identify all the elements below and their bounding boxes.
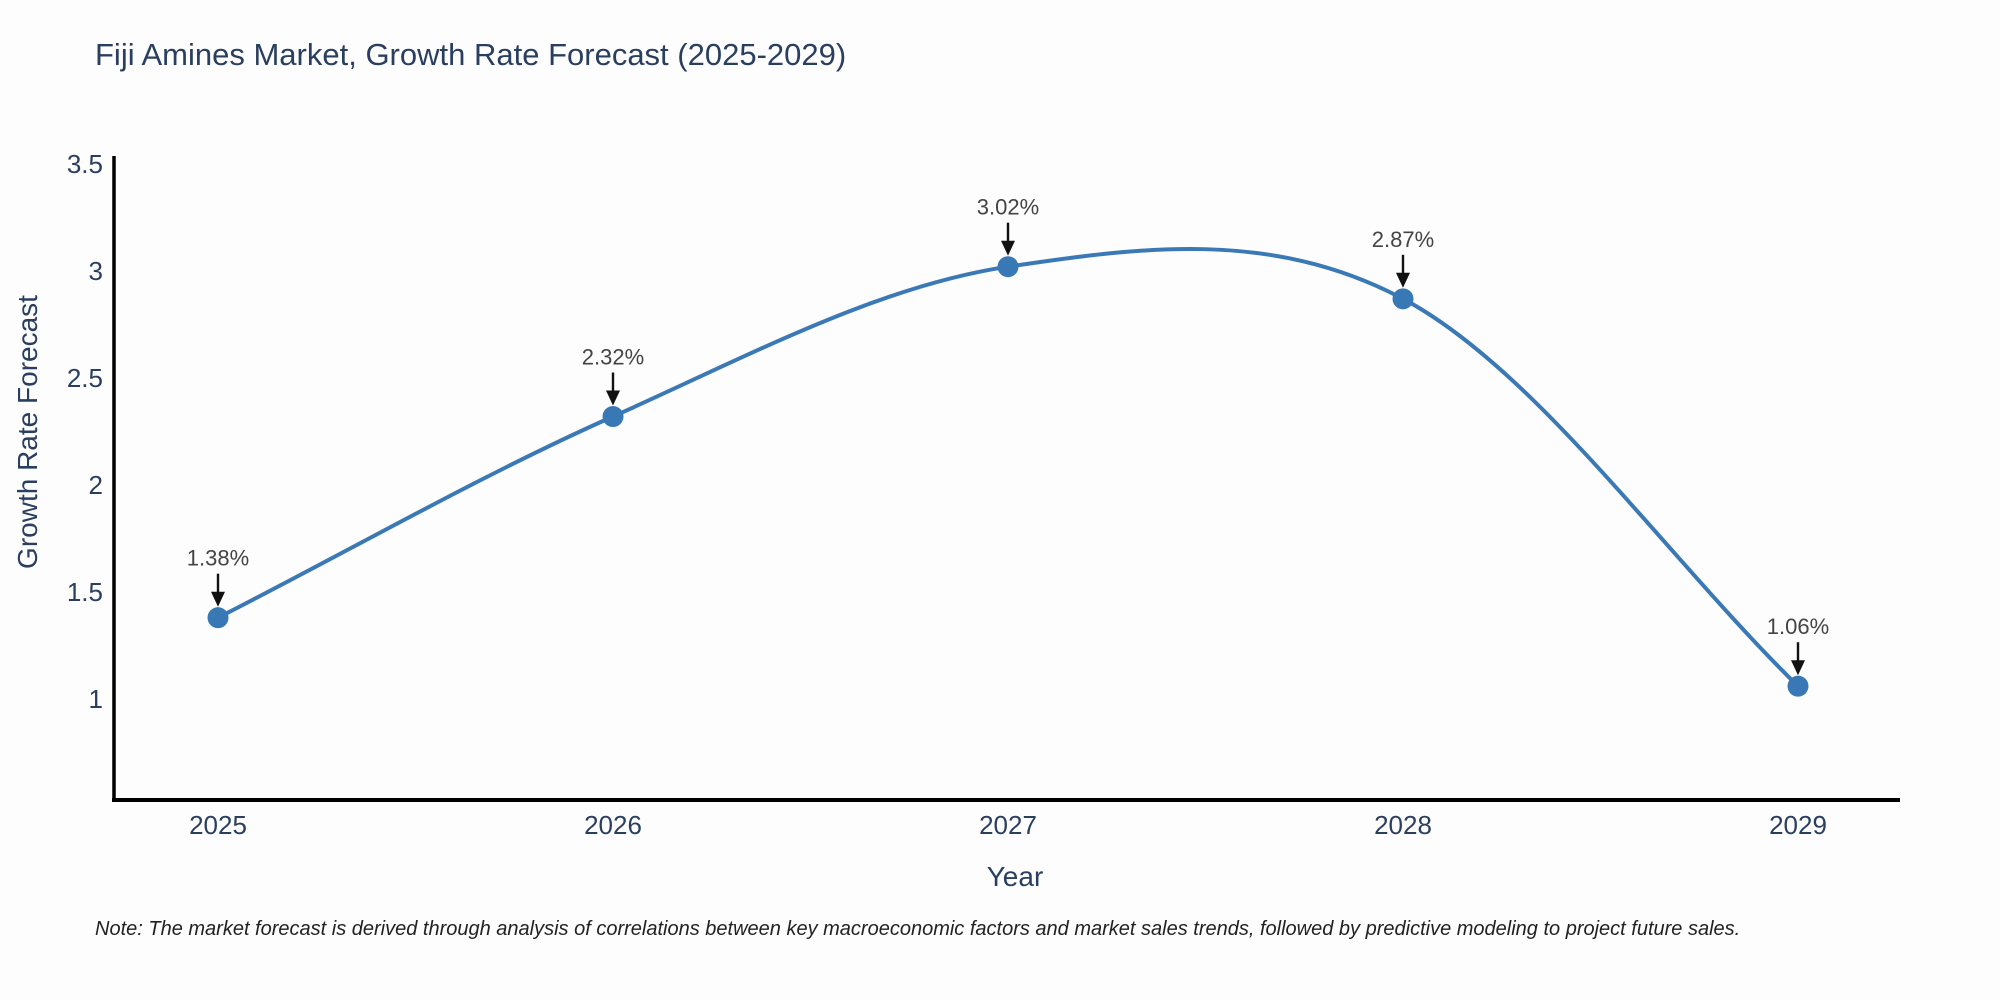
data-point-marker	[997, 256, 1019, 278]
x-tick-label: 2028	[1374, 810, 1432, 840]
annotation-arrowhead	[1791, 660, 1805, 676]
annotation-arrowhead	[1396, 272, 1410, 288]
x-tick-label: 2027	[979, 810, 1037, 840]
x-tick-label: 2025	[189, 810, 247, 840]
y-tick-label: 1.5	[67, 577, 103, 607]
data-point-marker	[207, 607, 229, 629]
y-tick-label: 2.5	[67, 363, 103, 393]
x-axis-title: Year	[986, 861, 1044, 892]
data-point-marker	[1392, 288, 1414, 310]
x-tick-label: 2026	[584, 810, 642, 840]
annotation-label: 3.02%	[977, 195, 1039, 220]
annotation-arrowhead	[211, 591, 225, 607]
y-tick-label: 3	[89, 256, 103, 286]
annotation-label: 2.32%	[582, 345, 644, 370]
y-tick-label: 3.5	[67, 149, 103, 179]
data-point-marker	[602, 406, 624, 428]
x-tick-label: 2029	[1769, 810, 1827, 840]
annotation-arrowhead	[1001, 240, 1015, 256]
chart-title: Fiji Amines Market, Growth Rate Forecast…	[95, 37, 847, 72]
footnote: Note: The market forecast is derived thr…	[95, 918, 1741, 940]
annotation-label: 1.06%	[1767, 614, 1829, 639]
annotation-label: 1.38%	[187, 546, 249, 571]
annotation-arrowhead	[606, 390, 620, 406]
forecast-line	[216, 247, 1800, 689]
y-tick-label: 1	[89, 684, 103, 714]
data-point-marker	[1787, 675, 1809, 697]
y-tick-label: 2	[89, 470, 103, 500]
annotation-label: 2.87%	[1372, 227, 1434, 252]
